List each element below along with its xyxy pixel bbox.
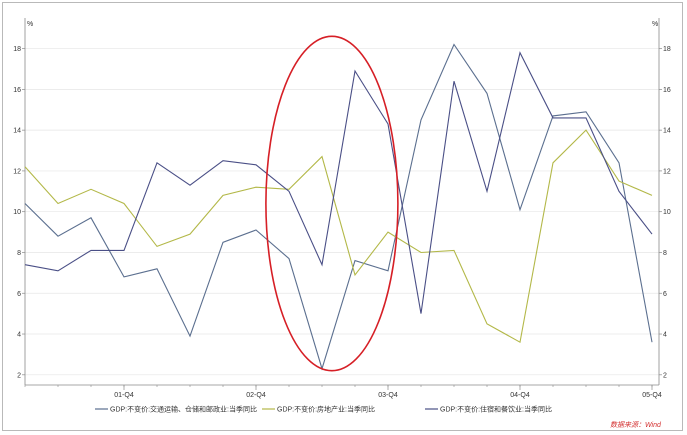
legend: GDP:不变价:交通运输、仓储和邮政业:当季同比 GDP:不变价:房地产业:当季… <box>95 405 552 414</box>
legend-label-hospitality: GDP:不变价:住宿和餐饮业:当季同比 <box>440 405 552 414</box>
x-tick-label: 04-Q4 <box>510 392 530 399</box>
x-tick-labels: 01-Q4 02-Q4 03-Q4 04-Q4 05-Q4 <box>24 385 662 399</box>
grid-layer <box>22 48 662 376</box>
legend-label-realestate: GDP:不变价:房地产业:当季同比 <box>277 405 375 414</box>
series-line-2 <box>24 51 653 314</box>
y-tick-label-right: 2 <box>663 372 667 379</box>
y-tick-label-right: 8 <box>663 250 667 257</box>
y-tick-label-left: 6 <box>17 291 21 298</box>
left-y-unit: % <box>27 21 33 28</box>
y-tick-label-left: 4 <box>17 332 21 339</box>
y-tick-label-left: 8 <box>17 250 21 257</box>
y-tick-label-left: 10 <box>13 209 21 216</box>
highlight-layer <box>265 35 399 372</box>
right-y-unit: % <box>652 21 658 28</box>
y-tick-label-right: 12 <box>663 168 671 175</box>
y-tick-labels: 2 2 4 4 6 6 8 8 10 10 12 12 14 14 16 16 18 18 <box>13 46 671 379</box>
x-tick-label: 02-Q4 <box>246 392 266 399</box>
y-tick-label-left: 16 <box>13 87 21 94</box>
y-tick-label-right: 18 <box>663 46 671 53</box>
legend-label-transport: GDP:不变价:交通运输、仓储和邮政业:当季同比 <box>110 405 257 414</box>
y-tick-label-right: 6 <box>663 291 667 298</box>
y-tick-label-left: 12 <box>13 168 21 175</box>
highlight-ellipse <box>265 35 399 372</box>
x-tick-label: 01-Q4 <box>114 392 134 399</box>
y-tick-label-left: 18 <box>13 46 21 53</box>
y-tick-label-right: 10 <box>663 209 671 216</box>
y-tick-label-left: 2 <box>17 372 21 379</box>
series-line-1 <box>24 129 653 344</box>
series-lines <box>24 43 653 371</box>
y-tick-label-right: 4 <box>663 332 667 339</box>
source-note: 数据来源：Wind <box>610 421 662 429</box>
x-tick-label: 03-Q4 <box>378 392 398 399</box>
y-tick-label-right: 14 <box>663 128 671 135</box>
y-tick-label-left: 14 <box>13 128 21 135</box>
chart-frame <box>2 2 683 431</box>
y-tick-label-right: 16 <box>663 87 671 94</box>
x-tick-label: 05-Q4 <box>642 392 662 399</box>
series-line-0 <box>24 43 653 371</box>
